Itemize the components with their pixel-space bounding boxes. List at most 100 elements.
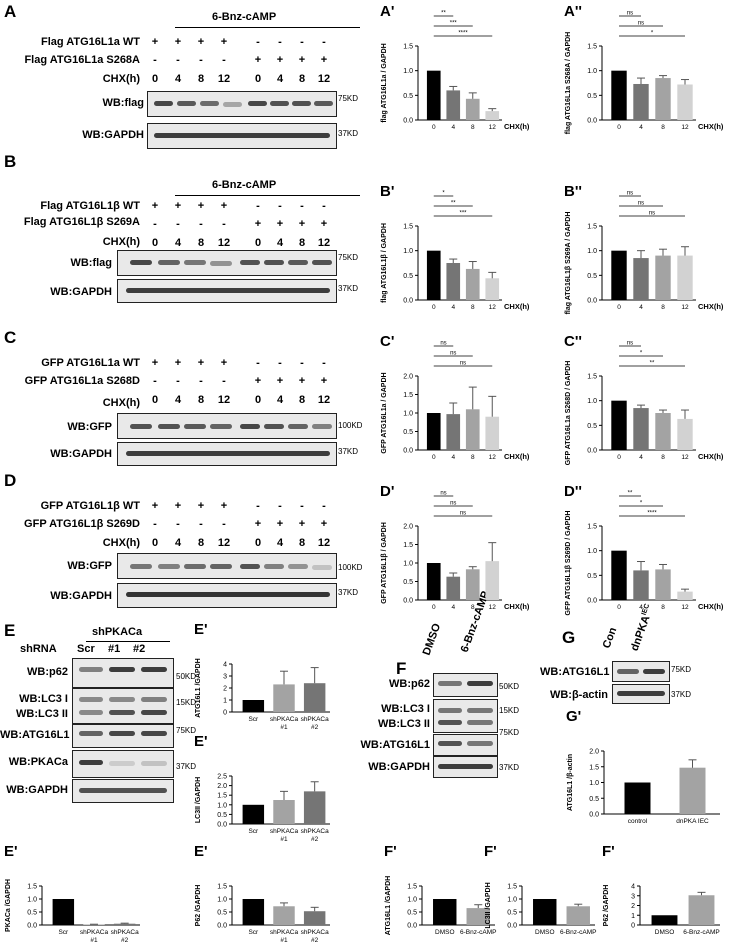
x-tick-label: 0 [617, 124, 621, 131]
bar-chart-f-prime-atg16l1: F' ATG16L1 /GAPDH 0.0 0.5 1.0 1.5 DMSO 6-Bnz-cA… [384, 843, 496, 936]
x-tick-label: #1 [280, 937, 288, 944]
row-label-wt: Flag ATG16L1a WT [40, 36, 140, 48]
mw-marker: 75KD [338, 94, 359, 103]
lane-sign: - [322, 200, 326, 212]
lane-sign: + [220, 36, 228, 48]
blot-target-d [117, 553, 337, 579]
y-tick-label: 1.0 [407, 897, 417, 904]
blot-p62-f [433, 673, 498, 697]
blot-loading-a [147, 123, 337, 149]
bar [485, 416, 500, 450]
chx-label: CHX(h) [102, 236, 140, 248]
x-tick-label: shPKACa [301, 828, 330, 835]
lane-time: 12 [317, 73, 331, 85]
row-label-wt: Flag ATG16L1β WT [40, 200, 140, 212]
y-tick-label: 1.5 [217, 793, 227, 800]
x-tick-label: 8 [661, 304, 665, 311]
y-tick-label: 1.0 [403, 561, 413, 568]
x-tick-label: 12 [681, 604, 689, 611]
x-tick-label: #1 [280, 836, 288, 843]
lane-sign: + [276, 518, 284, 530]
bar [633, 83, 649, 120]
y-tick-label: 4 [223, 662, 227, 669]
significance-label: ns [627, 341, 633, 347]
wb-label-target: WB:flag [70, 257, 112, 269]
lane-sign: - [153, 218, 157, 230]
lane-sign: + [254, 518, 262, 530]
x-axis-label: CHX(h) [504, 602, 530, 611]
bar [465, 98, 480, 120]
row-label-wt: GFP ATG16L1a WT [41, 357, 140, 369]
x-tick-label: 4 [451, 304, 455, 311]
bar-chart-a-prime: A' flag ATG16L1a / GAPDH 0.0 0.5 1.0 1.5 0 4 8 12… [380, 3, 530, 131]
lane-time: 0 [254, 394, 262, 406]
lane-sign: - [222, 375, 226, 387]
row-label-mutant: Flag ATG16L1a S268A [24, 54, 140, 66]
x-axis-label: CHX(h) [504, 452, 530, 461]
lane-sign: - [256, 200, 260, 212]
lane-sign: - [199, 518, 203, 530]
blot-gapdh-f [433, 756, 498, 778]
y-axis-label: flag ATG16L1a / GAPDH [381, 43, 388, 122]
lane-sign: - [322, 36, 326, 48]
chart-panel-label: C' [380, 333, 394, 350]
lane-sign: + [254, 375, 262, 387]
blot-lc3-f [433, 699, 498, 733]
y-tick-label: 0.0 [587, 448, 597, 455]
wb-label: WB:p62 [389, 678, 430, 690]
chart-panel-label: A'' [564, 3, 582, 20]
blot-p62-e [72, 658, 174, 688]
y-axis-label: GFP ATG16L1a S268D / GAPDH [565, 361, 572, 466]
lane-sign: + [298, 375, 306, 387]
panel-label-a: A [4, 2, 17, 21]
bar [465, 268, 480, 300]
y-tick-label: 1.5 [403, 542, 413, 549]
significance-label: ** [650, 361, 655, 367]
significance-label: *** [459, 211, 467, 217]
lane-sign: + [320, 518, 328, 530]
lane-sign: - [153, 54, 157, 66]
y-tick-label: 3 [223, 674, 227, 681]
x-tick-label: 0 [617, 454, 621, 461]
y-tick-label: 0.5 [403, 93, 413, 100]
x-tick-label: 4 [451, 454, 455, 461]
blot-lc3-e [72, 688, 174, 724]
x-tick-label: 12 [489, 304, 497, 311]
bar [242, 899, 265, 925]
bar [446, 90, 461, 120]
bar [677, 591, 693, 600]
y-axis-label: PKACa /GAPDH [5, 879, 12, 932]
lane-time: 12 [217, 537, 231, 549]
x-tick-label: 12 [489, 124, 497, 131]
lane-label: Scr [77, 643, 95, 655]
x-tick-label: 8 [661, 124, 665, 131]
mw-marker: 37KD [176, 762, 197, 771]
x-tick-label: #2 [311, 937, 319, 944]
bar [655, 413, 671, 450]
wb-label: WB:LC3 I [19, 693, 68, 705]
x-tick-label: 4 [639, 604, 643, 611]
x-tick-label: 12 [489, 454, 497, 461]
lane-time: 4 [276, 73, 284, 85]
chart-panel-label: F' [384, 843, 397, 860]
bar [655, 255, 671, 300]
bar [677, 418, 693, 450]
significance-label: *** [450, 21, 458, 27]
blot-target-b [117, 250, 337, 276]
x-tick-label: 6-Bnz-cAMP [460, 929, 496, 936]
y-tick-label: 2 [223, 686, 227, 693]
chart-panel-label: E' [4, 843, 18, 860]
lane-sign: - [278, 200, 282, 212]
mw-marker: 37KD [499, 763, 520, 772]
wb-label: WB:GAPDH [368, 761, 430, 773]
significance-label: * [640, 501, 643, 507]
x-tick-label: shPKACa [270, 828, 299, 835]
x-tick-label: 4 [451, 604, 455, 611]
bar [485, 561, 500, 600]
lane-time: 12 [317, 237, 331, 249]
lane-sign: + [174, 500, 182, 512]
shrna-label: shRNA [20, 643, 57, 655]
significance-label: ns [460, 361, 466, 367]
lane-sign: + [220, 357, 228, 369]
bar-chart-b-prime: B' flag ATG16L1β / GAPDH 0.0 0.5 1.0 1.5 0 4 8 12… [380, 183, 530, 311]
